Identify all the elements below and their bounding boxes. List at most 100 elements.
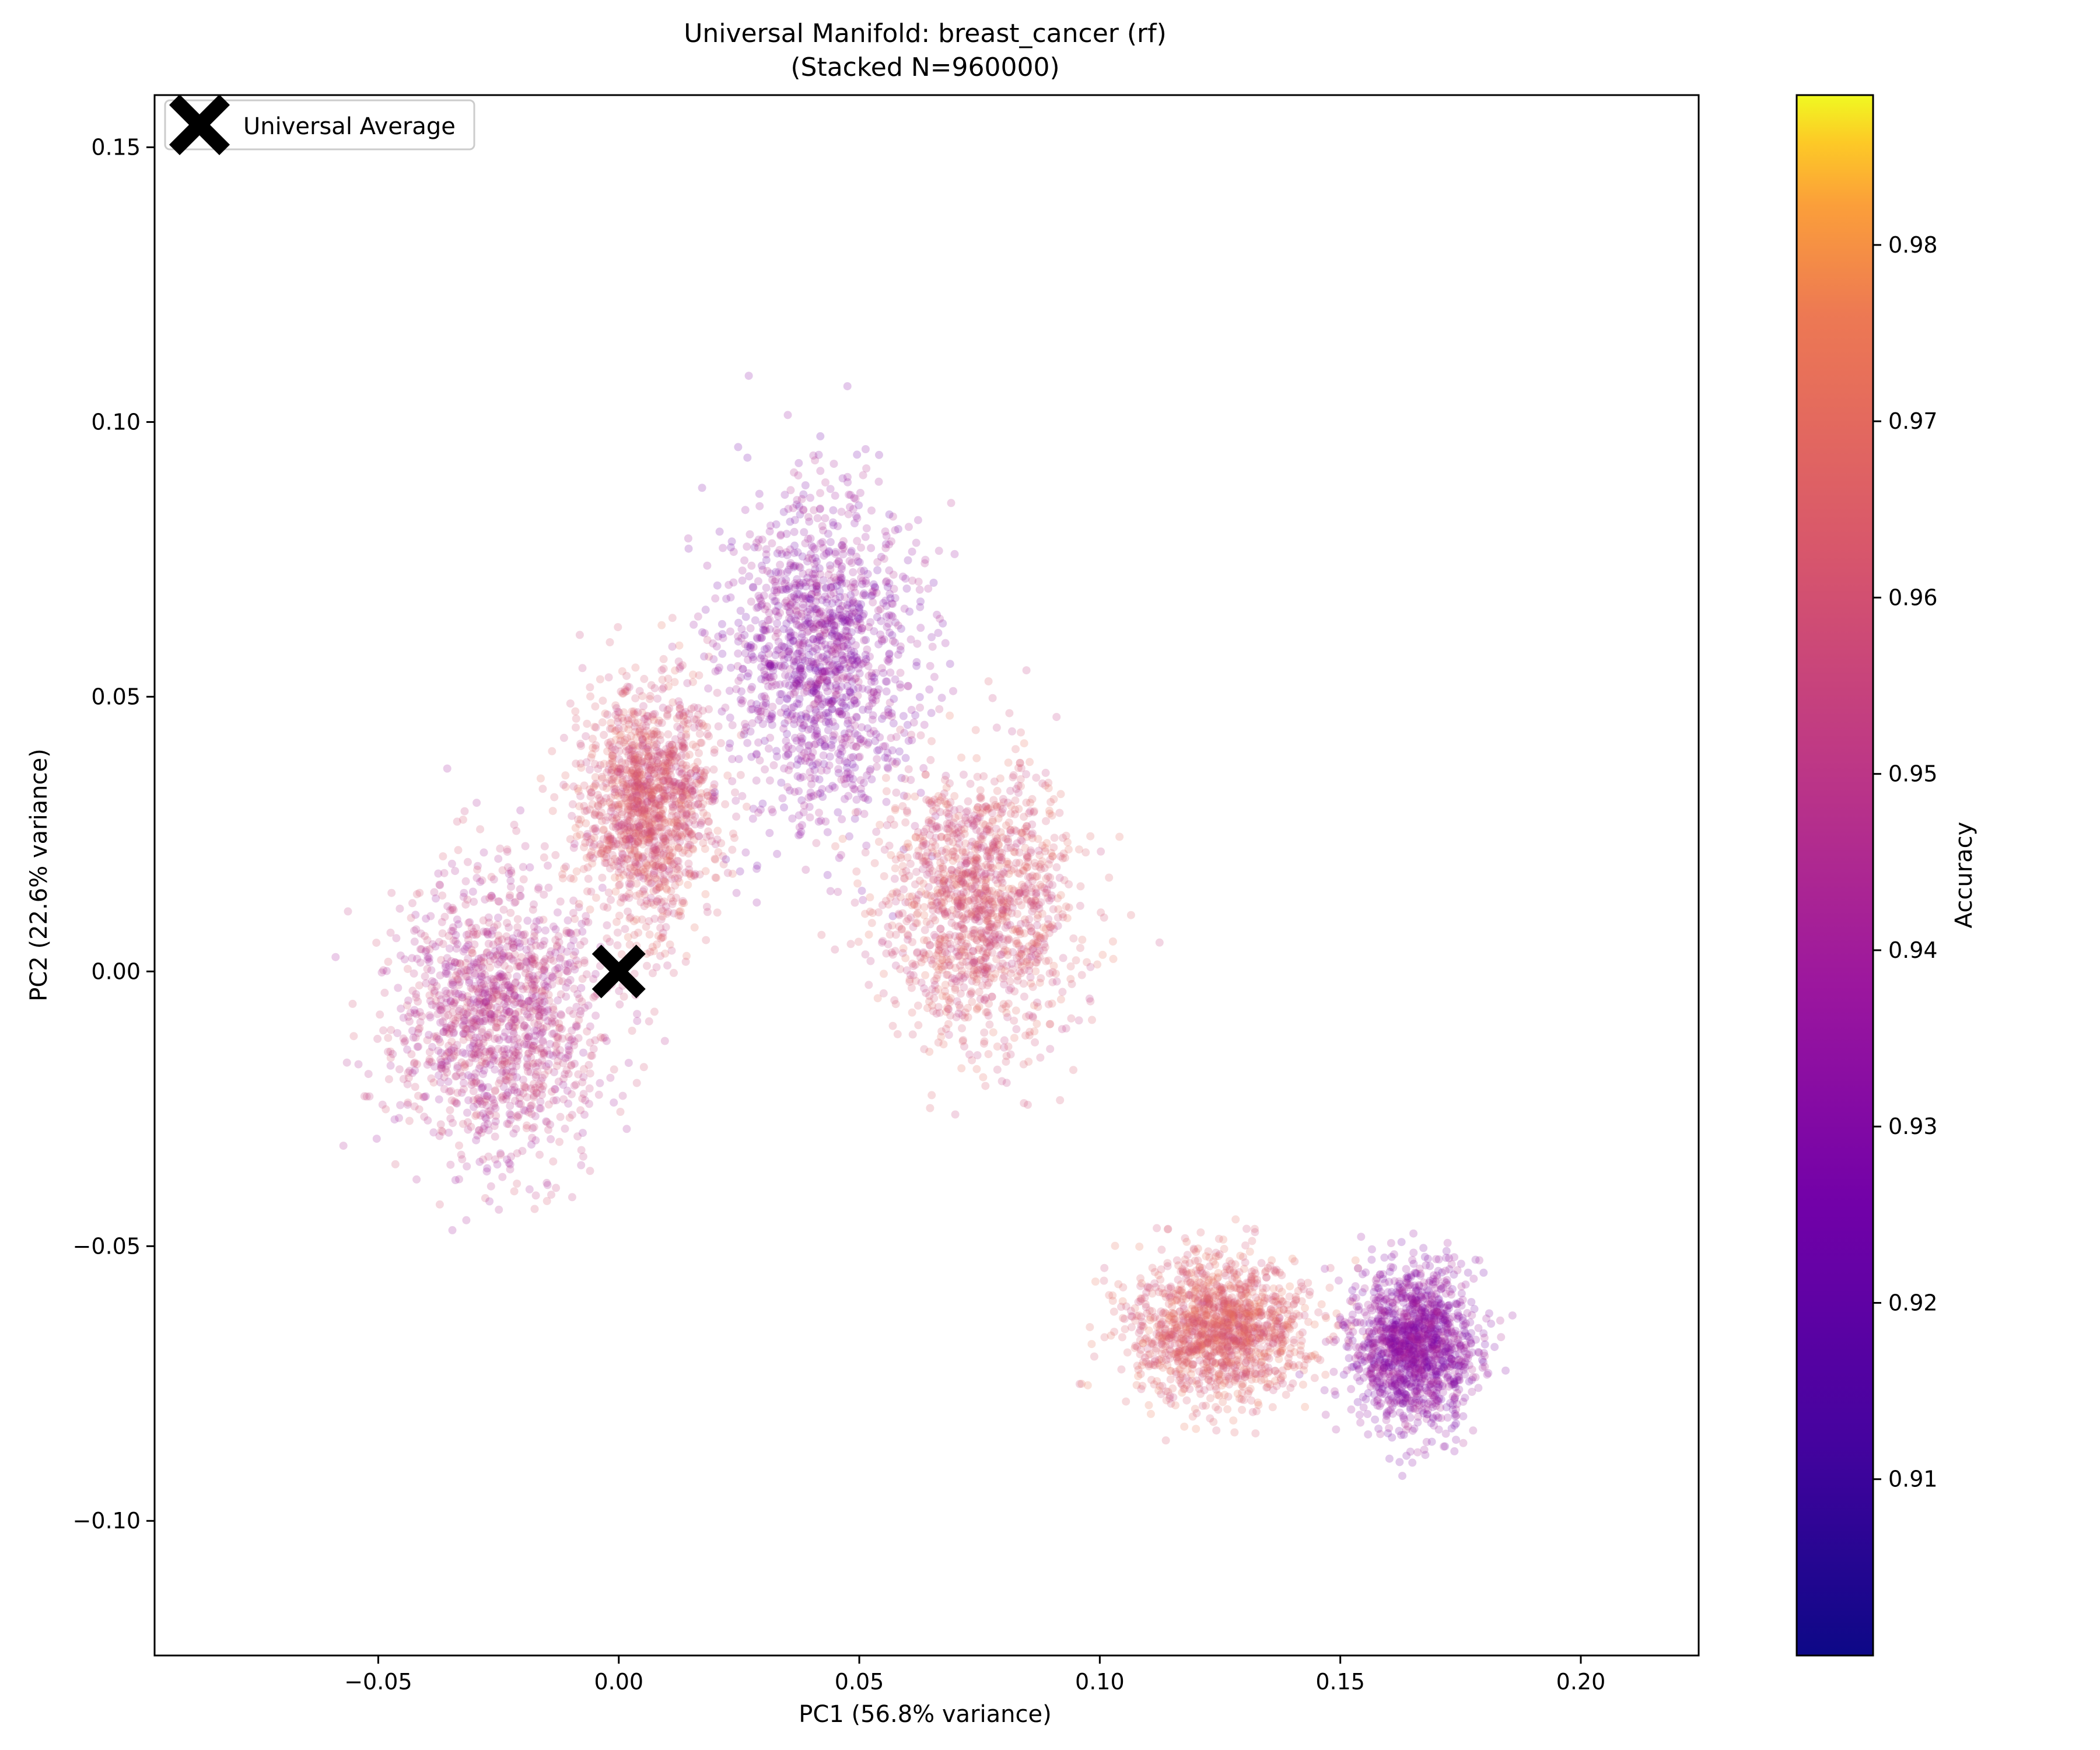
- scatter-point: [915, 693, 924, 701]
- scatter-point: [528, 1044, 537, 1052]
- scatter-point: [747, 699, 755, 708]
- scatter-point: [880, 711, 888, 720]
- scatter-point: [897, 624, 905, 633]
- scatter-point: [543, 1181, 552, 1189]
- scatter-point: [967, 987, 975, 996]
- scatter-point: [822, 766, 831, 775]
- scatter-point: [569, 782, 578, 791]
- scatter-point: [391, 1160, 400, 1168]
- scatter-point: [451, 1016, 460, 1025]
- scatter-point: [640, 715, 649, 723]
- scatter-point: [692, 772, 701, 780]
- scatter-point: [631, 776, 639, 785]
- scatter-point: [464, 1118, 472, 1126]
- scatter-point: [732, 888, 741, 897]
- scatter-point: [476, 1006, 485, 1014]
- scatter-point: [934, 1038, 943, 1047]
- scatter-point: [904, 556, 912, 565]
- scatter-point: [886, 930, 894, 939]
- scatter-point: [904, 523, 913, 531]
- scatter-point: [586, 1069, 594, 1078]
- scatter-point: [676, 664, 684, 673]
- scatter-point: [528, 971, 537, 980]
- scatter-point: [752, 898, 761, 907]
- scatter-point: [365, 1092, 374, 1101]
- scatter-point: [549, 1157, 558, 1166]
- scatter-point: [331, 953, 340, 961]
- scatter-point: [1032, 774, 1041, 782]
- scatter-point: [1052, 863, 1061, 872]
- scatter-point: [912, 662, 921, 670]
- scatter-point: [567, 929, 576, 938]
- scatter-point: [642, 722, 650, 730]
- scatter-point: [542, 1117, 551, 1126]
- scatter-point: [649, 947, 658, 956]
- scatter-point: [506, 986, 514, 995]
- scatter-point: [738, 576, 747, 585]
- scatter-point: [568, 1193, 576, 1202]
- scatter-point: [846, 651, 855, 660]
- scatter-point: [556, 1046, 564, 1055]
- scatter-point: [658, 912, 667, 921]
- scatter-point: [491, 1132, 499, 1141]
- scatter-point: [555, 1138, 564, 1146]
- scatter-point: [703, 561, 712, 570]
- scatter-point: [430, 978, 438, 986]
- scatter-point: [817, 930, 826, 939]
- scatter-point: [1097, 847, 1105, 856]
- scatter-point: [841, 733, 849, 742]
- scatter-point: [612, 918, 621, 926]
- scatter-point: [473, 874, 481, 882]
- scatter-point: [498, 1060, 507, 1069]
- scatter-point: [420, 1112, 429, 1121]
- scatter-point: [622, 1125, 631, 1133]
- scatter-point: [606, 1073, 615, 1082]
- scatter-point: [634, 928, 643, 937]
- scatter-point: [565, 1114, 574, 1122]
- scatter-point: [524, 997, 533, 1006]
- scatter-point: [496, 1150, 505, 1159]
- scatter-point: [683, 679, 692, 688]
- scatter-point: [460, 807, 469, 816]
- scatter-point: [993, 786, 1002, 795]
- scatter-point: [1004, 838, 1013, 846]
- scatter-point: [548, 807, 557, 816]
- scatter-point: [711, 840, 720, 849]
- scatter-point: [670, 751, 678, 760]
- scatter-point: [399, 1013, 408, 1022]
- scatter-point: [463, 992, 472, 1000]
- scatter-point: [571, 707, 580, 716]
- scatter-point: [677, 805, 685, 814]
- scatter-point: [792, 595, 801, 603]
- scatter-point: [701, 890, 710, 898]
- scatter-point: [1098, 950, 1107, 959]
- scatter-point: [561, 1054, 570, 1063]
- scatter-point: [726, 593, 735, 602]
- scatter-point: [470, 1003, 479, 1012]
- scatter-point: [758, 799, 767, 808]
- scatter-point: [412, 890, 421, 898]
- scatter-point: [670, 968, 678, 977]
- scatter-point: [414, 1025, 423, 1034]
- scatter-point: [821, 734, 830, 743]
- scatter-point: [582, 758, 591, 766]
- scatter-point: [852, 512, 860, 520]
- scatter-point: [614, 868, 623, 877]
- scatter-point: [795, 823, 804, 832]
- scatter-point: [643, 900, 652, 908]
- scatter-point: [579, 1090, 588, 1098]
- scatter-point: [481, 1048, 490, 1056]
- scatter-point: [428, 1042, 436, 1051]
- scatter-point: [364, 1070, 373, 1079]
- scatter-point: [453, 817, 461, 826]
- scatter-point: [457, 1150, 466, 1159]
- scatter-point: [755, 502, 764, 510]
- scatter-point: [657, 666, 666, 674]
- scatter-point: [484, 1083, 492, 1091]
- scatter-point: [698, 484, 706, 492]
- scatter-point: [523, 916, 532, 925]
- scatter-point: [834, 808, 842, 817]
- scatter-point: [394, 984, 402, 992]
- scatter-point: [579, 1048, 587, 1057]
- scatter-point: [809, 792, 818, 800]
